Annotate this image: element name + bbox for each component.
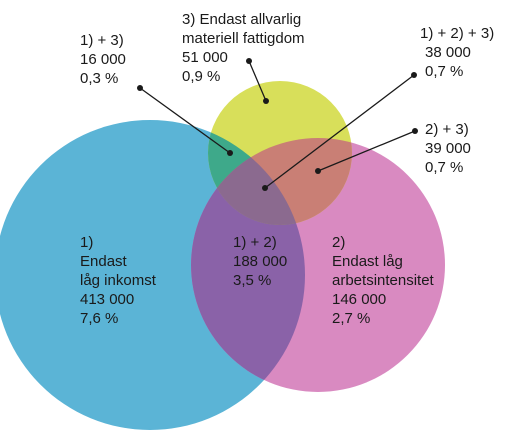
- label-only-1: 1) Endast låg inkomst 413 000 7,6 %: [80, 234, 160, 327]
- leader-2-3: [315, 128, 418, 174]
- label-1-2-3: 1) + 2) + 3) 38 000 0,7 %: [420, 25, 498, 80]
- leader-1-3: [137, 85, 233, 156]
- label-only-3: 3) Endast allvarlig materiell fattigdom …: [182, 11, 309, 85]
- leader-3: [246, 58, 269, 104]
- label-2-3: 2) + 3) 39 000 0,7 %: [425, 121, 475, 176]
- label-1-3: 1) + 3) 16 000 0,3 %: [80, 32, 130, 87]
- label-1-2: 1) + 2) 188 000 3,5 %: [233, 234, 291, 289]
- leader-1-2-3: [262, 72, 417, 191]
- label-only-2: 2) Endast låg arbetsintensitet 146 000 2…: [332, 234, 438, 327]
